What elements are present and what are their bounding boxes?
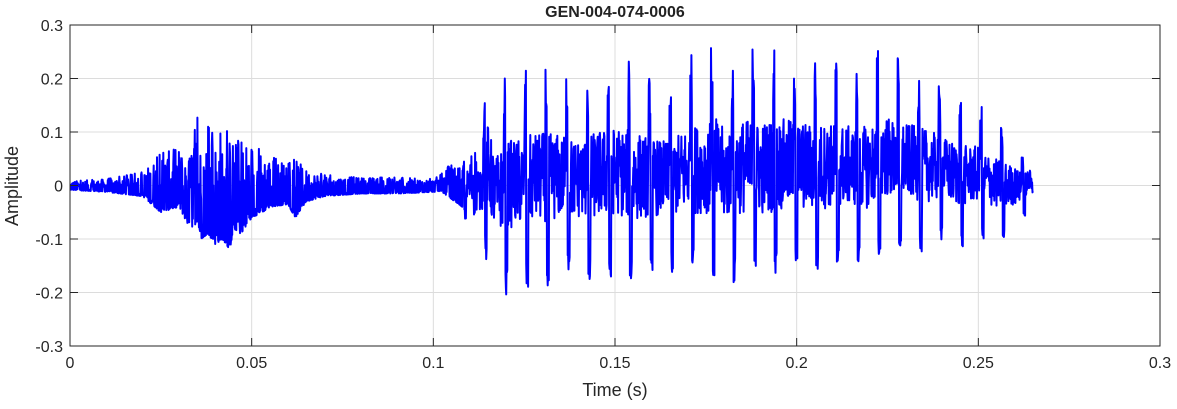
y-tick-label: 0 [54, 179, 63, 196]
x-tick-label: 0.05 [236, 355, 267, 372]
x-tick-label: 0 [66, 355, 75, 372]
x-tick-label: 0.3 [1149, 355, 1171, 372]
y-tick-label: 0.3 [41, 18, 63, 35]
x-axis-label: Time (s) [582, 380, 647, 400]
x-tick-label: 0.1 [422, 355, 444, 372]
x-tick-label: 0.2 [786, 355, 808, 372]
y-tick-label: 0.1 [41, 125, 63, 142]
y-axis-label: Amplitude [2, 146, 22, 226]
y-tick-label: -0.1 [35, 232, 63, 249]
x-tick-label: 0.15 [599, 355, 630, 372]
waveform-line [69, 47, 1034, 296]
y-tick-label: 0.2 [41, 72, 63, 89]
x-tick-label: 0.25 [963, 355, 994, 372]
chart-title: GEN-004-074-0006 [545, 4, 685, 21]
y-tick-label: -0.2 [35, 286, 63, 303]
y-tick-label: -0.3 [35, 339, 63, 356]
